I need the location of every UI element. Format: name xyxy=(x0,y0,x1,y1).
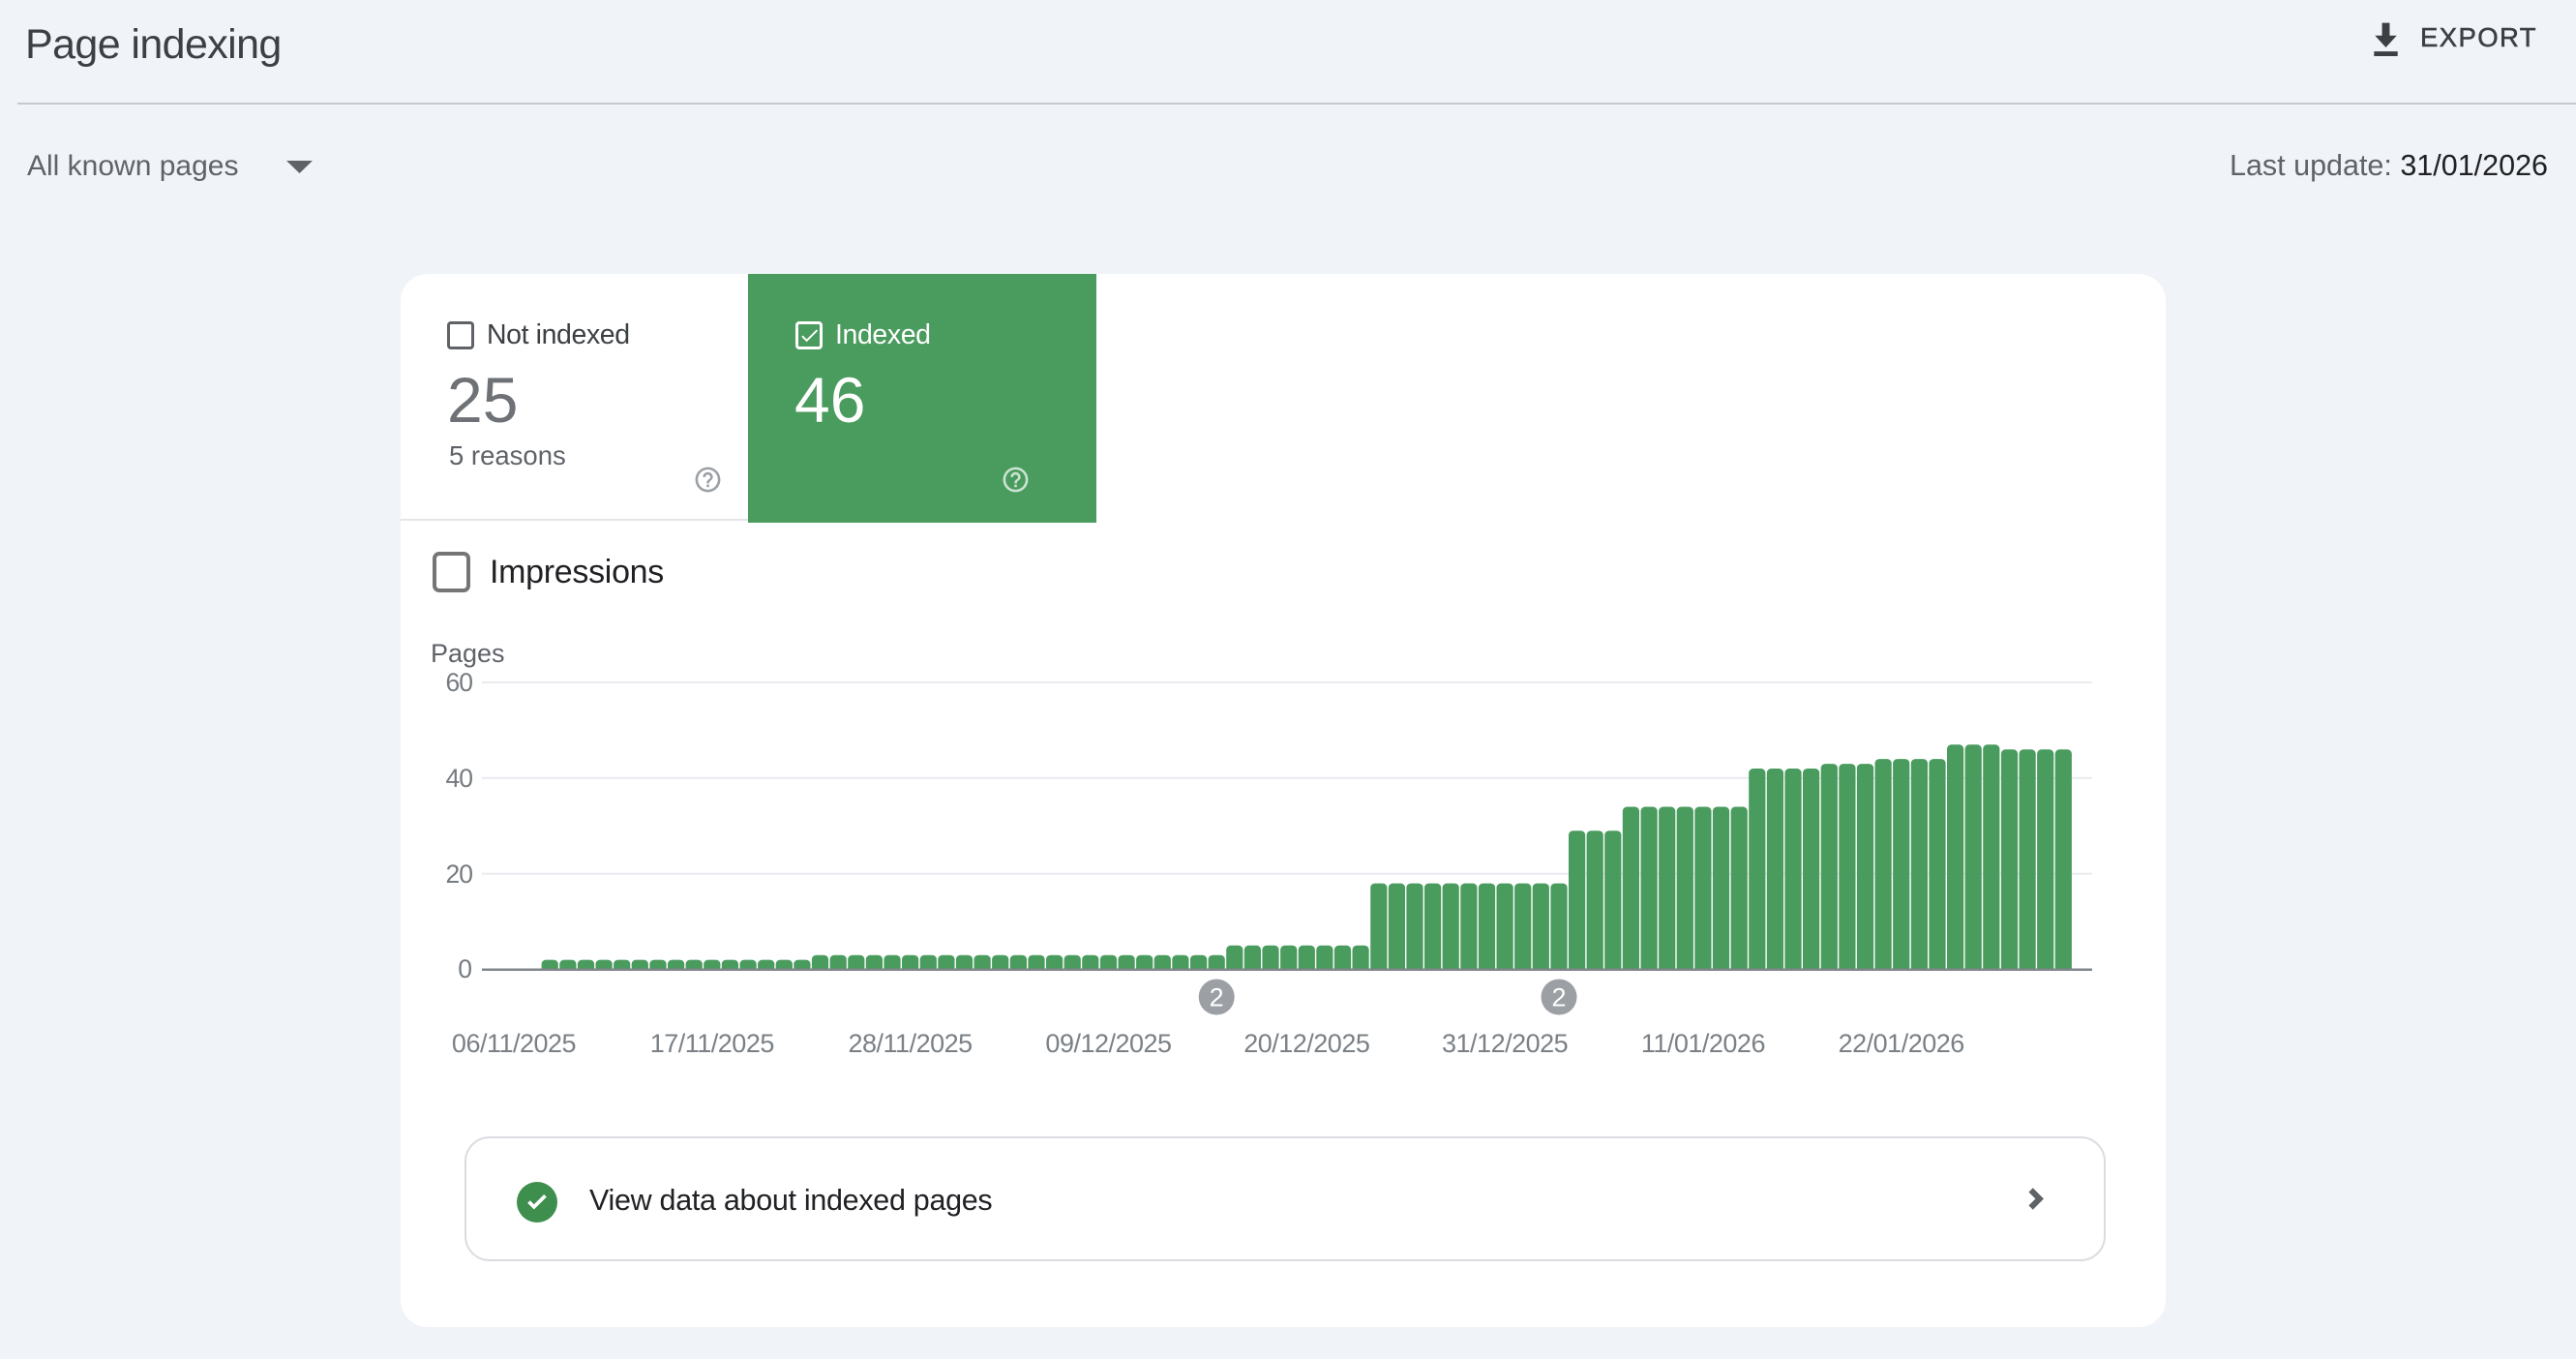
svg-text:11/01/2026: 11/01/2026 xyxy=(1641,1029,1765,1058)
svg-text:20/12/2025: 20/12/2025 xyxy=(1243,1029,1369,1058)
svg-text:09/12/2025: 09/12/2025 xyxy=(1045,1029,1171,1058)
svg-text:22/01/2026: 22/01/2026 xyxy=(1839,1029,1964,1058)
svg-text:06/11/2025: 06/11/2025 xyxy=(452,1029,576,1058)
svg-text:0: 0 xyxy=(458,954,472,983)
svg-text:17/11/2025: 17/11/2025 xyxy=(650,1029,774,1058)
svg-text:40: 40 xyxy=(446,764,473,793)
svg-text:2: 2 xyxy=(1551,983,1566,1012)
svg-text:20: 20 xyxy=(446,860,473,889)
svg-text:31/12/2025: 31/12/2025 xyxy=(1442,1029,1568,1058)
svg-text:Pages: Pages xyxy=(431,639,505,668)
svg-text:2: 2 xyxy=(1210,983,1224,1012)
svg-text:60: 60 xyxy=(446,668,473,697)
svg-text:28/11/2025: 28/11/2025 xyxy=(849,1029,973,1058)
